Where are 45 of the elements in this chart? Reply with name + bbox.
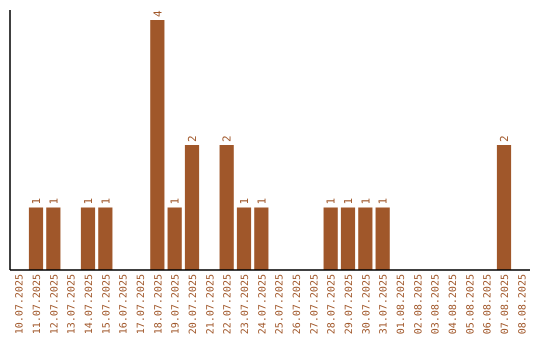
data-label: 4 bbox=[151, 10, 164, 17]
data-label: 1 bbox=[238, 198, 251, 204]
x-tick-label: 29.07.2025 bbox=[344, 274, 355, 334]
x-tick-label: 04.08.2025 bbox=[448, 274, 459, 334]
x-tick-label: 19.07.2025 bbox=[170, 274, 182, 334]
x-tick-label: 12.07.2025 bbox=[49, 274, 60, 334]
data-label: 2 bbox=[220, 135, 234, 142]
x-tick-label: 30.07.2025 bbox=[361, 274, 372, 334]
x-tick-label: 17.07.2025 bbox=[136, 274, 147, 334]
x-tick-label: 14.07.2025 bbox=[84, 274, 95, 334]
data-label: 1 bbox=[376, 198, 390, 204]
x-tick-label: 01.08.2025 bbox=[396, 274, 407, 334]
x-tick-label: 16.07.2025 bbox=[118, 274, 130, 334]
x-tick-label: 26.07.2025 bbox=[292, 274, 303, 334]
x-tick-label: 22.07.2025 bbox=[222, 274, 234, 334]
x-tick-label: 13.07.2025 bbox=[66, 274, 78, 334]
data-label: 1 bbox=[324, 198, 338, 204]
x-tick-label: 24.07.2025 bbox=[257, 274, 268, 334]
data-label: 1 bbox=[255, 198, 268, 204]
x-tick-label: 15.07.2025 bbox=[101, 274, 112, 334]
data-label: 1 bbox=[342, 198, 355, 204]
data-label: 1 bbox=[30, 198, 43, 204]
data-label: 1 bbox=[82, 198, 95, 204]
data-label: 1 bbox=[168, 198, 182, 204]
x-tick-label: 28.07.2025 bbox=[326, 274, 338, 334]
x-tick-label: 10.07.2025 bbox=[14, 274, 26, 334]
x-tick-label: 02.08.2025 bbox=[413, 274, 424, 334]
x-tick-label: 31.07.2025 bbox=[378, 274, 390, 334]
data-label: 1 bbox=[359, 198, 372, 204]
x-tick-label: 08.08.2025 bbox=[517, 274, 528, 334]
x-tick-label: 07.08.2025 bbox=[500, 274, 511, 334]
data-label: 2 bbox=[498, 135, 511, 142]
x-tick-label: 20.07.2025 bbox=[188, 274, 199, 334]
x-tick-label: 11.07.2025 bbox=[32, 274, 43, 334]
data-label: 1 bbox=[99, 198, 112, 204]
x-tick-label: 21.07.2025 bbox=[205, 274, 216, 334]
x-tick-label: 05.08.2025 bbox=[465, 274, 476, 334]
data-label: 2 bbox=[186, 135, 199, 142]
x-tick-label: 27.07.2025 bbox=[309, 274, 320, 334]
data-label: 1 bbox=[47, 198, 60, 204]
x-tick-label: 23.07.2025 bbox=[240, 274, 251, 334]
x-tick-label: 03.08.2025 bbox=[430, 274, 442, 334]
x-tick-label: 25.07.2025 bbox=[274, 274, 286, 334]
x-tick-label: 18.07.2025 bbox=[153, 274, 164, 334]
x-tick-label: 06.08.2025 bbox=[482, 274, 494, 334]
